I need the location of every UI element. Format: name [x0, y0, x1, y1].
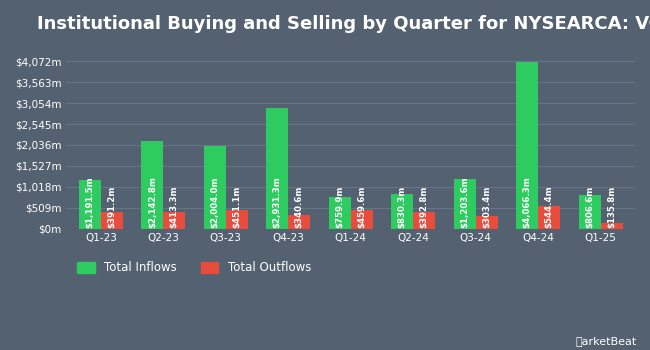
Text: $1,203.6m: $1,203.6m — [460, 176, 469, 228]
Bar — [454, 179, 476, 229]
Text: $2,142.8m: $2,142.8m — [148, 176, 157, 228]
Text: $451.1m: $451.1m — [232, 186, 241, 228]
Bar — [101, 212, 123, 229]
Bar — [538, 206, 560, 229]
Bar — [476, 216, 497, 229]
Bar — [226, 210, 248, 229]
Bar — [578, 195, 601, 229]
Legend: Total Inflows, Total Outflows: Total Inflows, Total Outflows — [72, 257, 316, 279]
Bar — [601, 223, 623, 229]
Bar — [516, 62, 538, 229]
Text: $413.3m: $413.3m — [170, 186, 179, 228]
Title: Institutional Buying and Selling by Quarter for NYSEARCA: VO: Institutional Buying and Selling by Quar… — [37, 15, 650, 33]
Text: $544.4m: $544.4m — [545, 185, 554, 228]
Bar — [79, 180, 101, 229]
Text: $1,191.5m: $1,191.5m — [85, 176, 94, 228]
Bar — [351, 210, 372, 229]
Text: $303.4m: $303.4m — [482, 186, 491, 228]
Text: $2,004.0m: $2,004.0m — [211, 176, 219, 228]
Text: $392.8m: $392.8m — [420, 186, 428, 228]
Text: ⽍arketBeat: ⽍arketBeat — [576, 336, 637, 346]
Bar — [163, 212, 185, 229]
Text: $2,931.3m: $2,931.3m — [273, 176, 282, 228]
Text: $759.9m: $759.9m — [335, 186, 345, 228]
Bar — [266, 108, 288, 229]
Text: $391.2m: $391.2m — [107, 186, 116, 228]
Bar — [413, 212, 435, 229]
Bar — [204, 146, 226, 229]
Text: $830.3m: $830.3m — [398, 186, 407, 228]
Text: $135.8m: $135.8m — [607, 186, 616, 228]
Bar — [142, 141, 163, 229]
Text: $4,066.3m: $4,066.3m — [523, 176, 532, 228]
Bar — [288, 215, 310, 229]
Bar — [329, 197, 351, 229]
Text: $806.6m: $806.6m — [585, 186, 594, 228]
Text: $459.6m: $459.6m — [358, 186, 366, 228]
Bar — [391, 195, 413, 229]
Text: $340.6m: $340.6m — [294, 186, 304, 228]
